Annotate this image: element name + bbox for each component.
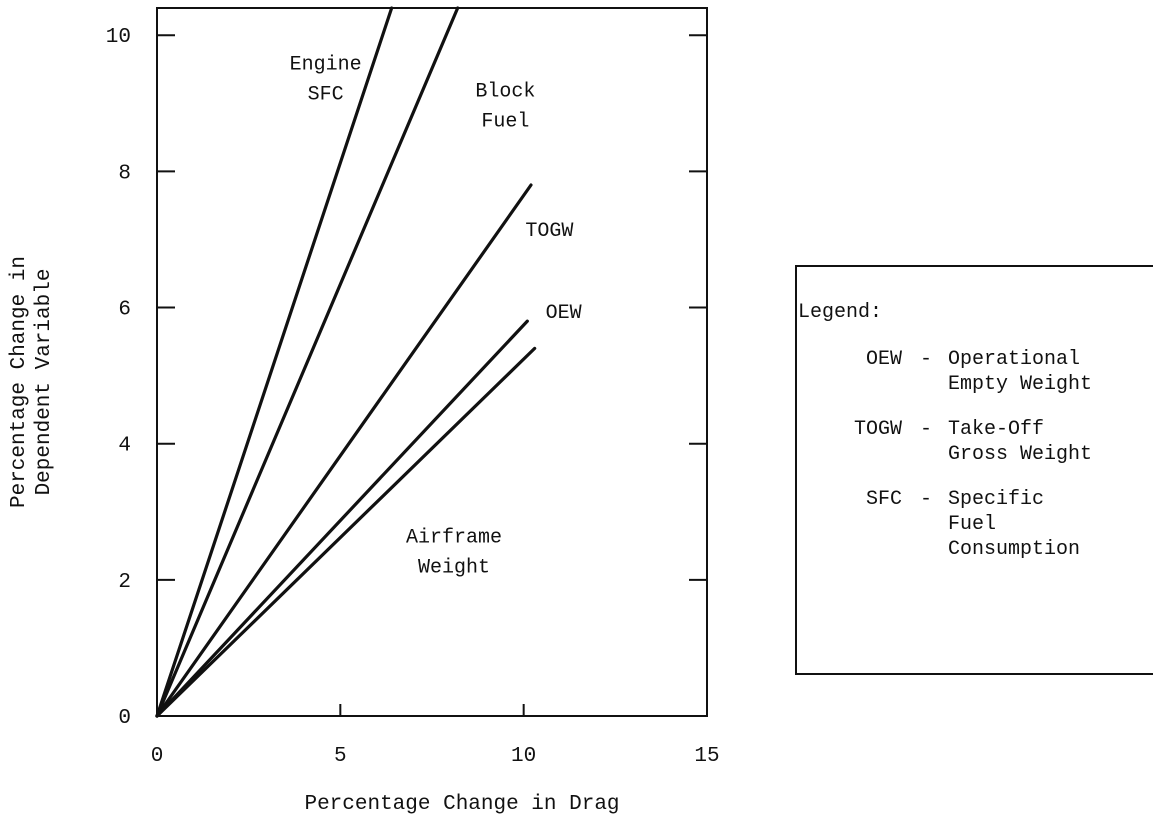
y-tick-label: 4 (118, 435, 131, 458)
series-line-block-fuel (155, 6, 460, 718)
y-tick-label: 10 (106, 26, 131, 49)
y-tick-label: 6 (118, 299, 131, 322)
series-label-engine-sfc: Engine SFC (290, 53, 362, 106)
legend-separator: - (920, 418, 932, 441)
legend-desc-line: Fuel (948, 513, 996, 536)
legend-desc-line: Take-Off (948, 418, 1044, 441)
legend-title: Legend: (798, 301, 882, 324)
legend-box (795, 265, 1153, 675)
series-label-block-fuel: Block Fuel (475, 81, 535, 134)
series-line-togw (155, 183, 533, 718)
legend-abbr: TOGW (854, 418, 902, 441)
x-tick-label: 0 (151, 745, 164, 768)
series-label-line: SFC (308, 83, 344, 106)
series-line-oew (155, 319, 529, 718)
legend-desc-line: Gross Weight (948, 443, 1092, 466)
legend-abbr: OEW (866, 348, 902, 371)
legend-desc-line: Consumption (948, 538, 1080, 561)
series-label-line: Block (475, 81, 535, 104)
series-label-oew: OEW (546, 302, 582, 325)
legend-desc-line: Operational (948, 348, 1080, 371)
series-label-line: Weight (418, 556, 490, 579)
y-axis-title: Percentage Change in Dependent Variable (8, 256, 56, 508)
series-label-line: OEW (546, 302, 582, 325)
y-tick-label: 8 (118, 162, 131, 185)
y-tick-label: 0 (118, 707, 131, 730)
legend-abbr: SFC (866, 488, 902, 511)
series-line-engine-sfc (155, 6, 394, 718)
series-label-line: Fuel (481, 111, 529, 134)
y-axis-title-line: Dependent Variable (33, 269, 56, 496)
x-axis-title: Percentage Change in Drag (304, 793, 619, 816)
series-label-line: TOGW (525, 220, 573, 243)
series-label-togw: TOGW (525, 220, 573, 243)
plot-area: 0 5 10 15 0 2 4 6 8 10 Percentage Change in Drag Pe… (8, 6, 720, 816)
legend-desc-line: Empty Weight (948, 373, 1092, 396)
series-line-airframe-weight (155, 346, 537, 718)
series-label-line: Airframe (406, 526, 502, 549)
series-label-airframe-weight: Airframe Weight (406, 526, 502, 579)
x-tick-label: 10 (511, 745, 536, 768)
legend-separator: - (920, 348, 932, 371)
x-tick-label: 5 (334, 745, 347, 768)
y-axis-title-line: Percentage Change in (8, 256, 31, 508)
legend-separator: - (920, 488, 932, 511)
y-tick-label: 2 (118, 571, 131, 594)
plot-frame (156, 7, 708, 717)
legend-desc-line: Specific (948, 488, 1044, 511)
series-label-line: Engine (290, 53, 362, 76)
x-tick-label: 15 (694, 745, 719, 768)
